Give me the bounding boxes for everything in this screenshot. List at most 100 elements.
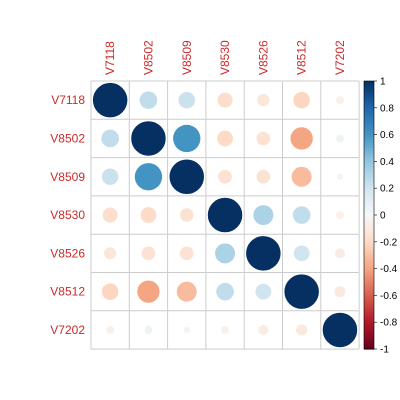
colorbar-segment <box>364 257 374 262</box>
corr-circle-v8530-v7202 <box>336 211 344 219</box>
corr-circle-v8530-v8530 <box>207 197 244 234</box>
colorbar-segment <box>364 220 374 224</box>
row-label-v8526: V8526 <box>50 246 85 260</box>
colorbar-segment <box>364 196 374 200</box>
corr-circle-v8530-v7118 <box>102 207 118 223</box>
colorbar-tick-label: -1 <box>380 345 389 356</box>
colorbar-segment <box>364 94 374 98</box>
corr-circle-v8512-v8509 <box>176 281 197 302</box>
colorbar-tick-label: 0.2 <box>380 184 394 195</box>
corr-circle-v8526-v7118 <box>104 247 117 260</box>
colorbar-segment <box>364 324 374 329</box>
corr-circle-v8502-v8509 <box>173 124 201 153</box>
colorbar-segment <box>364 139 374 144</box>
corr-circle-v7118-v7118 <box>92 82 129 119</box>
colorbar-segment <box>364 129 374 133</box>
colorbar-segment <box>364 83 374 87</box>
colorbar-segment <box>364 263 374 267</box>
corr-circle-v8502-v8526 <box>256 131 271 146</box>
colorbar-tick-label: 0.4 <box>380 157 394 168</box>
corr-circle-v7202-v8509 <box>183 326 190 334</box>
colorbar-segment <box>364 201 374 205</box>
colorbar-segment <box>364 161 374 165</box>
colorbar-segment <box>364 169 374 173</box>
colorbar-segment <box>364 131 374 136</box>
corr-circle-v8509-v8530 <box>218 169 232 184</box>
colorbar-segment <box>364 249 374 254</box>
colorbar-segment <box>364 279 374 283</box>
colorbar-segment <box>364 134 374 138</box>
row-labels: V7118 V8502 V8509 V8530 V8526 V8512 V7202 <box>50 93 85 337</box>
colorbar-tick-label: 0 <box>380 211 386 222</box>
corr-circle-v7118-v8530 <box>217 92 233 108</box>
row-label-v8502: V8502 <box>50 131 85 145</box>
colorbar-tick-label: -0.2 <box>380 237 398 248</box>
colorbar-segment <box>364 180 374 184</box>
colorbar-segment <box>364 156 374 160</box>
colorbar-segment <box>364 113 374 117</box>
colorbar-segment <box>364 306 374 310</box>
corr-circle-v7202-v8526 <box>258 324 269 335</box>
correlation-circles <box>92 82 359 349</box>
corr-circle-v8502-v8502 <box>130 120 167 157</box>
corr-circle-v8526-v8509 <box>179 246 194 261</box>
colorbar-segment <box>364 319 374 323</box>
colorbar-segment <box>364 137 374 141</box>
colorbar: 1 0.8 0.6 0.4 0.2 0 -0.2 -0.4 -0.6 -0.8 -1 <box>363 77 398 356</box>
column-label-v7118: V7118 <box>103 41 117 75</box>
colorbar-segment <box>364 209 374 213</box>
corr-circle-v8530-v8512 <box>292 206 311 224</box>
colorbar-tick-label: -0.8 <box>380 318 398 329</box>
corr-circle-v8509-v8526 <box>256 169 271 184</box>
corr-circle-v7118-v7202 <box>336 96 344 105</box>
colorbar-segment <box>364 228 374 232</box>
colorbar-segment <box>364 303 374 307</box>
colorbar-segment <box>364 330 374 334</box>
colorbar-segment <box>364 335 374 339</box>
corr-circle-v8512-v7118 <box>101 283 119 300</box>
row-label-v8530: V8530 <box>50 208 85 222</box>
colorbar-segment <box>364 172 374 176</box>
corr-circle-v7118-v8502 <box>139 91 158 109</box>
corr-circle-v8502-v8530 <box>217 130 233 147</box>
colorbar-segment <box>364 204 374 208</box>
corr-circle-v8509-v8512 <box>291 166 312 187</box>
corr-circle-v8509-v8509 <box>168 158 205 195</box>
colorbar-segment <box>364 265 374 270</box>
colorbar-segment <box>364 115 374 120</box>
column-label-v8512: V8512 <box>295 40 309 75</box>
row-label-v7202: V7202 <box>50 323 85 337</box>
corr-circle-v8509-v7202 <box>336 173 344 180</box>
corr-circle-v8526-v8502 <box>141 246 156 261</box>
row-label-v8509: V8509 <box>50 170 85 184</box>
colorbar-segment <box>364 185 374 189</box>
colorbar-segment <box>364 340 374 345</box>
colorbar-segment <box>364 97 374 101</box>
colorbar-segment <box>364 252 374 256</box>
column-label-v8509: V8509 <box>180 40 194 75</box>
colorbar-segment <box>364 164 374 168</box>
colorbar-segment <box>364 126 374 130</box>
colorbar-segment <box>364 150 374 154</box>
colorbar-segment <box>364 287 374 291</box>
column-label-v8502: V8502 <box>141 40 155 75</box>
colorbar-segment <box>364 121 374 125</box>
colorbar-segment <box>364 223 374 227</box>
colorbar-segment <box>364 110 374 114</box>
colorbar-segment <box>364 322 374 326</box>
corr-circle-v8526-v8512 <box>293 245 310 262</box>
colorbar-segment <box>364 145 374 149</box>
colorbar-segment <box>364 174 374 179</box>
colorbar-segment <box>364 332 374 337</box>
colorbar-segment <box>364 282 374 286</box>
colorbar-segment <box>364 295 374 299</box>
colorbar-segment <box>364 343 374 347</box>
colorbar-segment <box>364 118 374 122</box>
corr-circle-v8509-v8502 <box>134 163 163 191</box>
colorbar-segment <box>364 247 374 251</box>
corr-circle-v8512-v8512 <box>283 273 320 310</box>
colorbar-segment <box>364 241 374 246</box>
colorbar-tick-label: -0.4 <box>380 264 398 275</box>
colorbar-segment <box>364 276 374 280</box>
